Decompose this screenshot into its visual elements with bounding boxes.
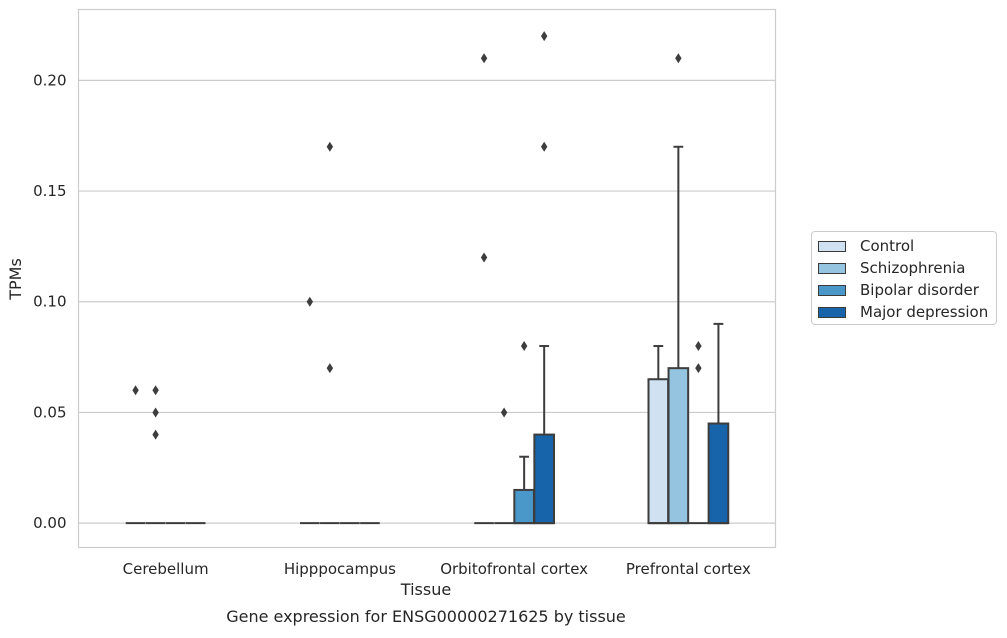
y-axis-label: TPMs — [6, 258, 25, 301]
chart-title: Gene expression for ENSG00000271625 by t… — [226, 607, 626, 626]
legend-swatch-major-depression — [818, 306, 846, 318]
x-tick-label: Cerebellum — [123, 560, 209, 578]
box-group — [320, 141, 340, 525]
legend-swatch-bipolar-disorder — [818, 284, 846, 296]
outlier-point — [540, 141, 548, 152]
legend-item-schizophrenia: Schizophrenia — [818, 258, 965, 278]
box — [667, 367, 690, 525]
box-group — [125, 385, 146, 525]
legend-item-major-depression: Major depression — [818, 302, 988, 322]
outlier-point — [152, 429, 159, 440]
box-group — [647, 345, 670, 525]
y-tick-label: 0.15 — [33, 182, 66, 200]
outlier-point — [500, 407, 508, 418]
outlier-point — [695, 363, 702, 374]
box — [647, 378, 670, 525]
outlier-point — [152, 385, 159, 396]
x-axis-label: Tissue — [400, 580, 451, 599]
legend: Control Schizophrenia Bipolar disorder M… — [811, 231, 997, 325]
box-group — [533, 31, 556, 525]
outlier-point — [132, 385, 139, 396]
legend-swatch-schizophrenia — [818, 262, 846, 274]
box-group — [494, 407, 514, 525]
outlier-point — [695, 341, 702, 352]
box — [533, 433, 556, 525]
legend-item-bipolar-disorder: Bipolar disorder — [818, 280, 979, 300]
outlier-point — [480, 53, 488, 64]
y-tick-label: 0.20 — [33, 71, 66, 89]
legend-label: Schizophrenia — [860, 259, 966, 277]
legend-swatch-control — [818, 240, 846, 252]
outlier-point — [540, 31, 548, 42]
outlier-point — [306, 296, 314, 307]
outlier-point — [326, 363, 334, 374]
legend-item-control: Control — [818, 236, 914, 256]
y-tick-label: 0.00 — [33, 514, 66, 532]
outlier-point — [480, 252, 488, 263]
box-group — [145, 385, 166, 525]
box-group — [513, 341, 535, 525]
outlier-point — [326, 141, 334, 152]
plot-area-frame — [77, 8, 777, 549]
legend-label: Control — [860, 237, 915, 255]
legend-label: Major depression — [860, 303, 989, 321]
box-group — [667, 53, 690, 525]
x-tick-label: Hipppocampus — [284, 560, 396, 578]
x-tick-label: Orbitofrontal cortex — [440, 560, 588, 578]
box — [513, 488, 535, 525]
legend-label: Bipolar disorder — [860, 281, 979, 299]
y-tick-label: 0.10 — [33, 293, 66, 311]
box — [707, 422, 730, 525]
outlier-point — [675, 53, 682, 64]
x-tick-label: Prefrontal cortex — [626, 560, 751, 578]
y-tick-label: 0.05 — [33, 403, 66, 421]
box-group — [299, 296, 320, 525]
outlier-point — [152, 407, 159, 418]
outlier-point — [520, 341, 528, 352]
box-group — [474, 53, 494, 525]
box-group — [707, 322, 730, 525]
box-group — [688, 341, 709, 525]
